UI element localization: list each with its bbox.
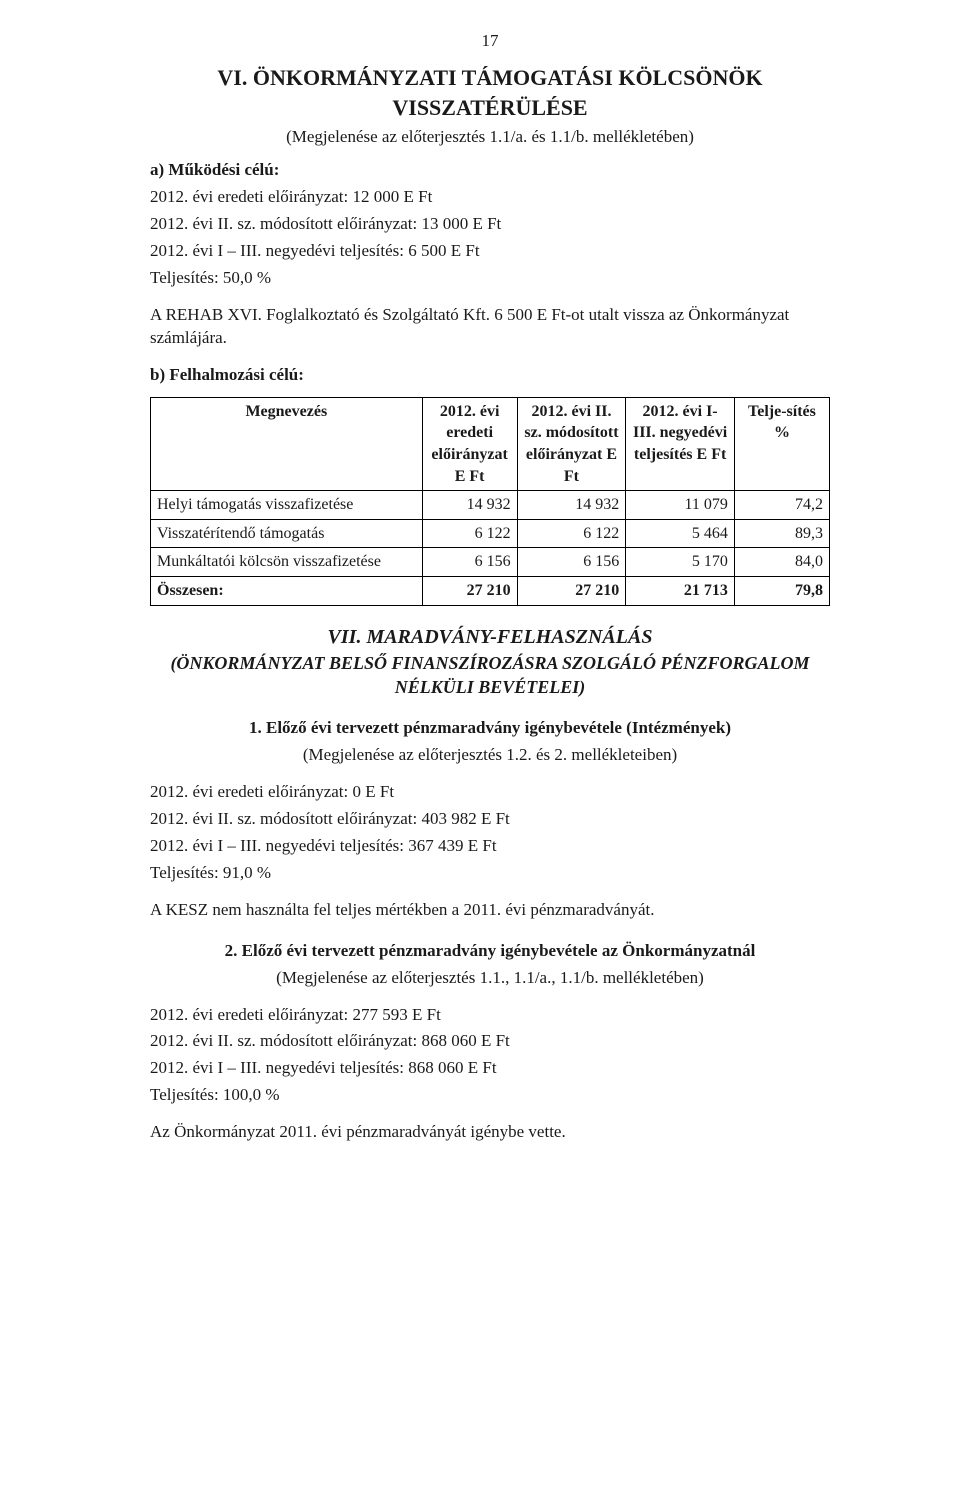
table-cell: 6 122: [517, 519, 626, 548]
page: 17 VI. ÖNKORMÁNYZATI TÁMOGATÁSI KÖLCSÖNÖ…: [70, 0, 890, 1208]
section7-item1-appearance: (Megjelenése az előterjesztés 1.2. és 2.…: [150, 744, 830, 767]
table-total-row: Összesen: 27 210 27 210 21 713 79,8: [151, 576, 830, 605]
section7-item1-l1: 2012. évi eredeti előirányzat: 0 E Ft: [150, 781, 830, 804]
table-cell-name: Helyi támogatás visszafizetése: [151, 491, 423, 520]
section7-item2-heading: 2. Előző évi tervezett pénzmaradvány igé…: [150, 940, 830, 963]
section7-item1-note: A KESZ nem használta fel teljes mértékbe…: [150, 899, 830, 922]
section7-title: VII. MARADVÁNY-FELHASZNÁLÁS: [150, 624, 830, 651]
section7-item2-l4: Teljesítés: 100,0 %: [150, 1084, 830, 1107]
table-col-3: 2012. évi I-III. negyedévi teljesítés E …: [626, 397, 735, 490]
table-cell: 6 156: [517, 548, 626, 577]
section6-a-line3: 2012. évi I – III. negyedévi teljesítés:…: [150, 240, 830, 263]
table-col-1: 2012. évi eredeti előirányzat E Ft: [422, 397, 517, 490]
table-total-cell: 27 210: [517, 576, 626, 605]
table-total-cell: 79,8: [734, 576, 829, 605]
table-col-2: 2012. évi II. sz. módosított előirányzat…: [517, 397, 626, 490]
section7-item1-l4: Teljesítés: 91,0 %: [150, 862, 830, 885]
section6-title-line2: VISSZATÉRÜLÉSE: [150, 93, 830, 123]
section7-item1-l3: 2012. évi I – III. negyedévi teljesítés:…: [150, 835, 830, 858]
section7-item2-note: Az Önkormányzat 2011. évi pénzmaradványá…: [150, 1121, 830, 1144]
section6-table: Megnevezés 2012. évi eredeti előirányzat…: [150, 397, 830, 606]
section7-subtitle-l2: NÉLKÜLI BEVÉTELEI): [150, 675, 830, 699]
section6-a-line1: 2012. évi eredeti előirányzat: 12 000 E …: [150, 186, 830, 209]
section7-item1-heading: 1. Előző évi tervezett pénzmaradvány igé…: [150, 717, 830, 740]
table-total-cell: 21 713: [626, 576, 735, 605]
table-body: Helyi támogatás visszafizetése 14 932 14…: [151, 491, 830, 605]
table-total-name: Összesen:: [151, 576, 423, 605]
section6-a-line4: Teljesítés: 50,0 %: [150, 267, 830, 290]
table-cell: 84,0: [734, 548, 829, 577]
table-cell: 14 932: [422, 491, 517, 520]
section6-a-label: a) Működési célú:: [150, 159, 830, 182]
table-cell-name: Munkáltatói kölcsön visszafizetése: [151, 548, 423, 577]
table-row: Helyi támogatás visszafizetése 14 932 14…: [151, 491, 830, 520]
table-cell: 6 156: [422, 548, 517, 577]
table-cell: 5 170: [626, 548, 735, 577]
table-cell: 5 464: [626, 519, 735, 548]
table-cell: 14 932: [517, 491, 626, 520]
table-cell: 74,2: [734, 491, 829, 520]
table-col-0: Megnevezés: [151, 397, 423, 490]
section7-subtitle-l1: (ÖNKORMÁNYZAT BELSŐ FINANSZÍROZÁSRA SZOL…: [150, 651, 830, 675]
section6-title-line1: VI. ÖNKORMÁNYZATI TÁMOGATÁSI KÖLCSÖNÖK: [150, 63, 830, 93]
table-total-cell: 27 210: [422, 576, 517, 605]
section7-item2-l2: 2012. évi II. sz. módosított előirányzat…: [150, 1030, 830, 1053]
section6-a-line2: 2012. évi II. sz. módosított előirányzat…: [150, 213, 830, 236]
section6-b-label: b) Felhalmozási célú:: [150, 364, 830, 387]
section6-appearance: (Megjelenése az előterjesztés 1.1/a. és …: [150, 126, 830, 149]
table-cell: 11 079: [626, 491, 735, 520]
section7-item2-appearance: (Megjelenése az előterjesztés 1.1., 1.1/…: [150, 967, 830, 990]
table-cell: 6 122: [422, 519, 517, 548]
table-header-row: Megnevezés 2012. évi eredeti előirányzat…: [151, 397, 830, 490]
section6-a-note: A REHAB XVI. Foglalkoztató és Szolgáltat…: [150, 304, 830, 350]
table-cell-name: Visszatérítendő támogatás: [151, 519, 423, 548]
page-number: 17: [150, 30, 830, 53]
section7-item2-l3: 2012. évi I – III. negyedévi teljesítés:…: [150, 1057, 830, 1080]
table-col-4: Telje-sítés %: [734, 397, 829, 490]
table-row: Munkáltatói kölcsön visszafizetése 6 156…: [151, 548, 830, 577]
section7-item1-l2: 2012. évi II. sz. módosított előirányzat…: [150, 808, 830, 831]
table-cell: 89,3: [734, 519, 829, 548]
table-row: Visszatérítendő támogatás 6 122 6 122 5 …: [151, 519, 830, 548]
section7-item2-l1: 2012. évi eredeti előirányzat: 277 593 E…: [150, 1004, 830, 1027]
